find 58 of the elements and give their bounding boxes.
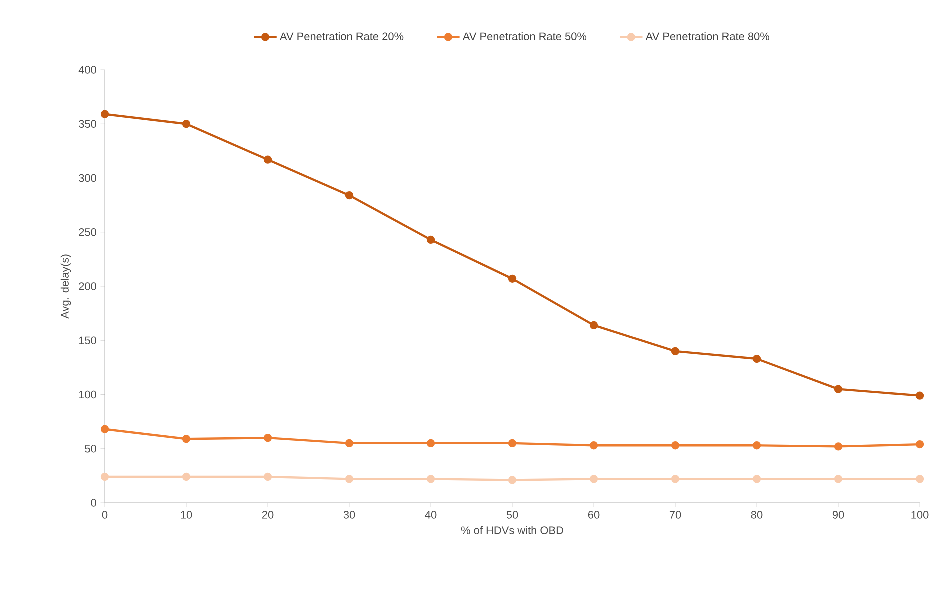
x-tick-label: 40 xyxy=(425,511,437,519)
x-tick-label: 60 xyxy=(588,511,600,519)
legend-label: AV Penetration Rate 50% xyxy=(462,32,587,40)
point xyxy=(916,392,924,400)
y-tick-label: 0 xyxy=(91,499,96,507)
x-tick-label: 50 xyxy=(506,511,518,519)
point xyxy=(100,472,110,482)
point xyxy=(834,475,843,484)
y-tick-label: 100 xyxy=(79,390,96,399)
point xyxy=(264,472,272,482)
x-tick-label: 0 xyxy=(102,511,108,519)
point xyxy=(508,439,517,448)
point xyxy=(345,191,354,200)
x-tick-label: 30 xyxy=(344,511,356,519)
legend-label: AV Penetration Rate 80% xyxy=(646,32,770,40)
y-axis-title: Avg. delay(s) xyxy=(60,254,72,319)
point xyxy=(345,475,354,484)
point xyxy=(916,440,924,449)
point xyxy=(671,442,680,450)
point xyxy=(508,476,517,484)
point xyxy=(671,347,680,356)
x-tick-label: 90 xyxy=(832,511,844,519)
y-tick-label: 150 xyxy=(79,336,96,345)
point xyxy=(182,472,191,482)
y-tick-label: 200 xyxy=(79,282,96,290)
point xyxy=(264,156,272,164)
point xyxy=(752,475,762,484)
y-tick-label: 250 xyxy=(79,228,96,236)
x-tick-label: 80 xyxy=(751,511,763,519)
point xyxy=(182,435,191,444)
y-tick-label: 350 xyxy=(79,120,96,128)
point xyxy=(590,475,598,484)
point xyxy=(182,120,191,128)
x-tick-label: 20 xyxy=(262,511,274,519)
x-tick-label: 70 xyxy=(670,511,682,519)
point xyxy=(590,442,598,450)
y-tick-label: 300 xyxy=(79,174,96,182)
point xyxy=(100,110,110,118)
point xyxy=(426,475,436,484)
point xyxy=(426,439,436,448)
y-tick-label: 50 xyxy=(85,445,96,453)
x-axis-title: % of HDVs with OBD xyxy=(461,526,564,534)
point xyxy=(426,236,436,244)
x-tick-label: 100 xyxy=(912,511,929,519)
point xyxy=(345,439,354,448)
point xyxy=(508,274,517,284)
point xyxy=(916,475,924,484)
point xyxy=(752,354,762,364)
point xyxy=(264,434,272,442)
point xyxy=(100,425,110,434)
legend-label: AV Penetration Rate 20% xyxy=(280,32,404,40)
point xyxy=(752,442,762,450)
point xyxy=(834,442,843,451)
point xyxy=(834,385,843,394)
point xyxy=(671,475,680,484)
y-tick-label: 400 xyxy=(78,66,96,74)
x-tick-label: 10 xyxy=(181,511,192,519)
point xyxy=(590,321,598,330)
